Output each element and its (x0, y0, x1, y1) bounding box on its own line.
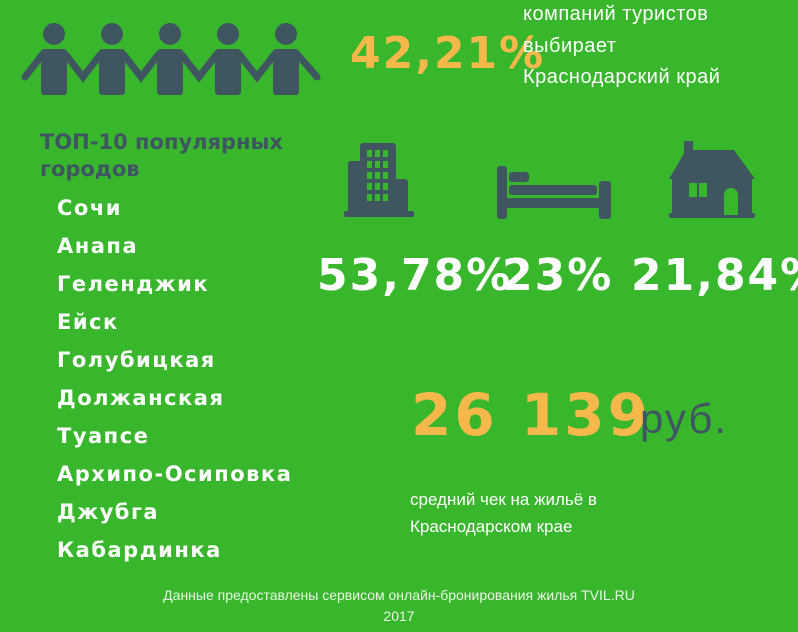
city-item: Анапа (57, 234, 139, 258)
bed-percent: 23% (502, 250, 614, 301)
intro-line-2: выбирает (523, 35, 617, 57)
average-check-caption-2: Краснодарском крае (410, 517, 573, 536)
footer-source: Данные предоставлены сервисом онлайн-бро… (163, 587, 635, 603)
city-item: Сочи (57, 196, 122, 220)
bed-icon (497, 166, 611, 219)
top-cities-title-2: городов (40, 157, 140, 181)
people-holding-hands-icon (20, 22, 325, 98)
city-item: Должанская (57, 386, 225, 410)
hotel-percent: 53,78% (317, 250, 513, 301)
average-check-value: 26 139 (411, 381, 651, 449)
city-item: Туапсе (57, 424, 150, 448)
top-cities-title-1: ТОП-10 популярных (40, 130, 284, 154)
house-icon (668, 141, 756, 218)
city-item: Джубга (57, 500, 160, 524)
hotel-building-icon (344, 143, 414, 218)
city-item: Геленджик (57, 272, 210, 296)
tourist-groups-percent: 42,21% (350, 28, 546, 79)
house-percent: 21,84% (631, 250, 798, 301)
city-item: Ейск (57, 310, 119, 334)
average-check-caption-1: средний чек на жильё в (410, 490, 597, 509)
intro-line-1: компаний туристов (523, 3, 709, 25)
city-item: Архипо-Осиповка (57, 462, 293, 486)
city-item: Голубицкая (57, 348, 216, 372)
city-item: Кабардинка (57, 538, 222, 562)
intro-line-3: Краснодарский край (523, 66, 721, 88)
footer-year: 2017 (383, 608, 415, 624)
average-check-currency: руб. (640, 395, 729, 442)
